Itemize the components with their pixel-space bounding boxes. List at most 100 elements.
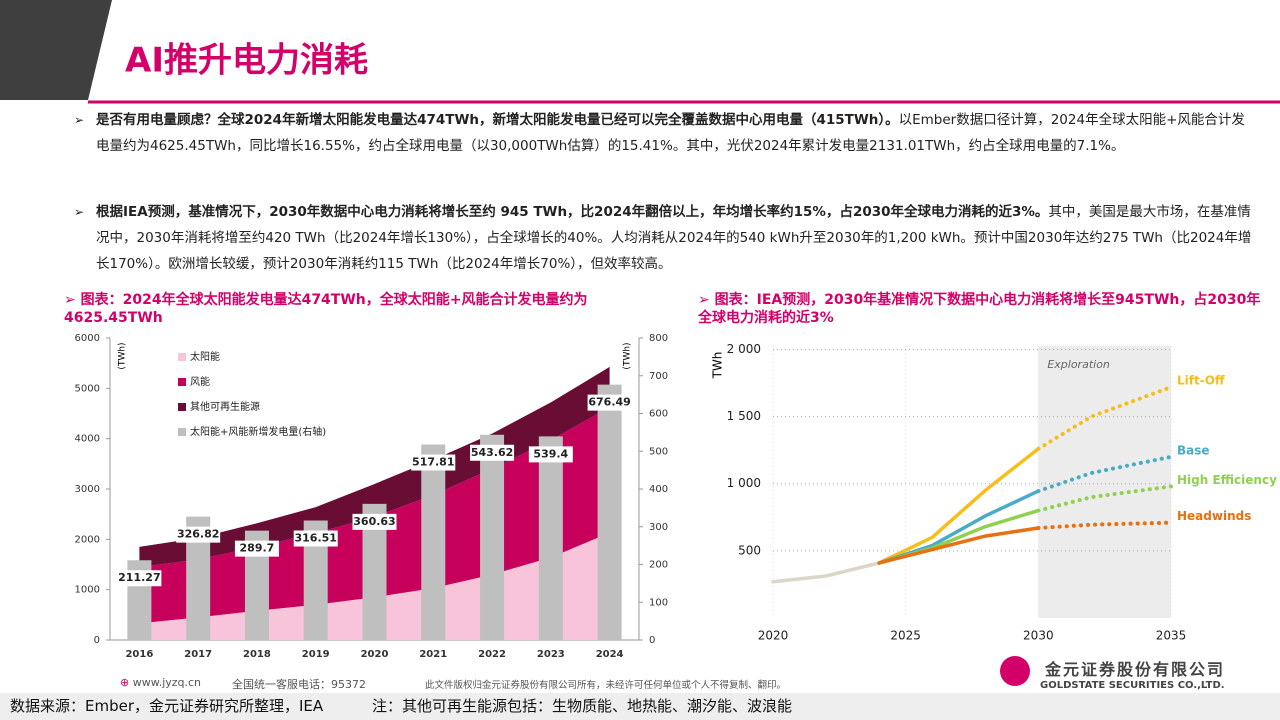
legend-swatch bbox=[178, 353, 186, 361]
y-tick-label: 1 500 bbox=[727, 409, 761, 423]
line bbox=[877, 447, 1041, 565]
site: www.jyzq.cn bbox=[132, 676, 202, 689]
projection-line bbox=[1036, 520, 1173, 531]
y-tick-label: 2000 bbox=[75, 534, 100, 545]
label-box bbox=[293, 530, 338, 547]
projection-line bbox=[1036, 484, 1173, 513]
x-tick-label: 2022 bbox=[478, 649, 506, 660]
chart-title: 图表：IEA预测，2030年基准情况下数据中心电力消耗将增长至945TWh，占2… bbox=[698, 291, 1270, 327]
x-tick-label: 2018 bbox=[243, 649, 271, 660]
logo bbox=[1000, 656, 1030, 686]
x-tick-label: 2023 bbox=[537, 649, 565, 660]
series-label: High Efficiency bbox=[1177, 473, 1277, 487]
shaded-label: Exploration bbox=[1047, 358, 1110, 371]
legend-label: 太阳能 bbox=[190, 350, 220, 363]
y2-tick-label: 700 bbox=[649, 371, 668, 382]
bar bbox=[421, 444, 446, 640]
line bbox=[877, 526, 1041, 565]
x-tick-label: 2021 bbox=[419, 649, 447, 660]
x-tick-label: 2030 bbox=[1023, 629, 1054, 643]
y-tick-label: 6000 bbox=[75, 333, 100, 344]
company: 金元证券股份有限公司 bbox=[1045, 660, 1226, 679]
y-tick-label: 5000 bbox=[75, 383, 100, 394]
label-box bbox=[234, 540, 279, 557]
y2-tick-label: 500 bbox=[649, 446, 668, 457]
y2-tick-label: 400 bbox=[649, 484, 668, 495]
label-box bbox=[470, 444, 515, 461]
series-label: Base bbox=[1177, 443, 1210, 457]
y2-tick-label: 300 bbox=[649, 522, 668, 533]
company-en: GOLDSTATE SECURITIES CO.,LTD. bbox=[1040, 680, 1225, 691]
footer-copyright: 此文件版权归金元证券股份有限公司所有，未经许可任何单位或个人不得复制、翻印。 bbox=[425, 680, 787, 691]
bullet-bold: 根据IEA预测，基准情况下，2030年数据中心电力消耗将增长至约 945 TWh… bbox=[96, 204, 1049, 220]
bullet-text: 以Ember数据口径计算，2024年全球太阳能+风能合计发电量约为4625.45… bbox=[96, 112, 1245, 154]
value-label: 316.51 bbox=[294, 532, 336, 545]
source: 数据来源：Ember，金元证券研究所整理，IEA bbox=[10, 697, 324, 715]
legend-swatch bbox=[178, 403, 186, 411]
y-axis-title: (TWh) bbox=[118, 342, 128, 369]
page-title: AI推升电力消耗 bbox=[125, 41, 368, 81]
legend-label: 其他可再生能源 bbox=[190, 400, 260, 413]
y-tick-label: 3000 bbox=[75, 484, 100, 495]
bar bbox=[480, 434, 505, 640]
y-tick-label: 1000 bbox=[75, 585, 100, 596]
source-bar: 数据来源：Ember，金元证券研究所整理，IEA 注：其他可再生能源包括：生物质能… bbox=[0, 693, 1280, 720]
y-tick-label: 500 bbox=[738, 543, 761, 557]
legend-label: 太阳能+风能新增发电量(右轴) bbox=[190, 425, 326, 438]
label-box bbox=[411, 454, 456, 471]
bar bbox=[597, 384, 622, 640]
value-label: 360.63 bbox=[353, 515, 395, 528]
x-tick-label: 2024 bbox=[596, 649, 624, 660]
y2-tick-label: 600 bbox=[649, 409, 668, 420]
value-label: 289.7 bbox=[240, 542, 275, 555]
bar bbox=[538, 436, 563, 640]
y2-axis-title: (TWh) bbox=[623, 342, 633, 369]
x-tick-label: 2019 bbox=[302, 649, 330, 660]
label-box bbox=[176, 526, 221, 543]
bullet-text: 其中，美国是最大市场，在基准情况中，2030年消耗将增至约420 TWh（比20… bbox=[96, 204, 1252, 272]
value-label: 517.81 bbox=[412, 456, 454, 469]
x-tick-label: 2025 bbox=[890, 629, 921, 643]
value-label: 676.49 bbox=[588, 396, 630, 409]
legend-swatch bbox=[178, 378, 186, 386]
legend-label: 风能 bbox=[190, 375, 210, 388]
legend-swatch bbox=[178, 428, 186, 436]
y2-tick-label: 100 bbox=[649, 597, 668, 608]
value-label: 326.82 bbox=[177, 528, 219, 541]
label-box bbox=[117, 570, 162, 587]
projection-line bbox=[1036, 385, 1173, 451]
projection-line bbox=[1036, 454, 1173, 494]
x-tick-label: 2035 bbox=[1156, 629, 1187, 643]
shaded-region bbox=[1038, 346, 1171, 618]
y-tick-label: 2 000 bbox=[727, 342, 761, 356]
bullet-bold: 是否有用电量顾虑？全球2024年新增太阳能发电量达474TWh，新增太阳能发电量… bbox=[96, 112, 899, 128]
label-box bbox=[587, 394, 632, 411]
y-tick-label: 4000 bbox=[75, 434, 100, 445]
y2-tick-label: 800 bbox=[649, 333, 668, 344]
footer-phone: 全国统一客服电话：95372 bbox=[232, 678, 366, 691]
header-shape bbox=[0, 0, 112, 100]
label-box bbox=[352, 513, 397, 530]
y-tick-label: 1 000 bbox=[727, 476, 761, 490]
series-label: Lift-Off bbox=[1177, 374, 1225, 388]
chart-title: 图表：2024年全球太阳能发电量达474TWh，全球太阳能+风能合计发电量约为4… bbox=[64, 291, 664, 327]
value-label: 211.27 bbox=[118, 571, 160, 584]
y-axis-title: TWh bbox=[711, 352, 725, 380]
note: 注：其他可再生能源包括：生物质能、地热能、潮汐能、波浪能 bbox=[372, 697, 793, 715]
x-tick-label: 2016 bbox=[125, 649, 153, 660]
line bbox=[771, 561, 881, 584]
value-label: 543.62 bbox=[471, 446, 513, 459]
label-box bbox=[528, 446, 573, 463]
line bbox=[877, 508, 1041, 565]
series-label: Headwinds bbox=[1177, 509, 1251, 523]
bullet: 是否有用电量顾虑？全球2024年新增太阳能发电量达474TWh，新增太阳能发电量… bbox=[74, 107, 1256, 159]
footer-site: ⊕ www.jyzq.cn bbox=[120, 676, 202, 689]
y2-tick-label: 0 bbox=[649, 635, 655, 646]
value-label: 539.4 bbox=[533, 447, 568, 460]
bullet: 根据IEA预测，基准情况下，2030年数据中心电力消耗将增长至约 945 TWh… bbox=[74, 199, 1256, 277]
x-tick-label: 2020 bbox=[758, 629, 789, 643]
